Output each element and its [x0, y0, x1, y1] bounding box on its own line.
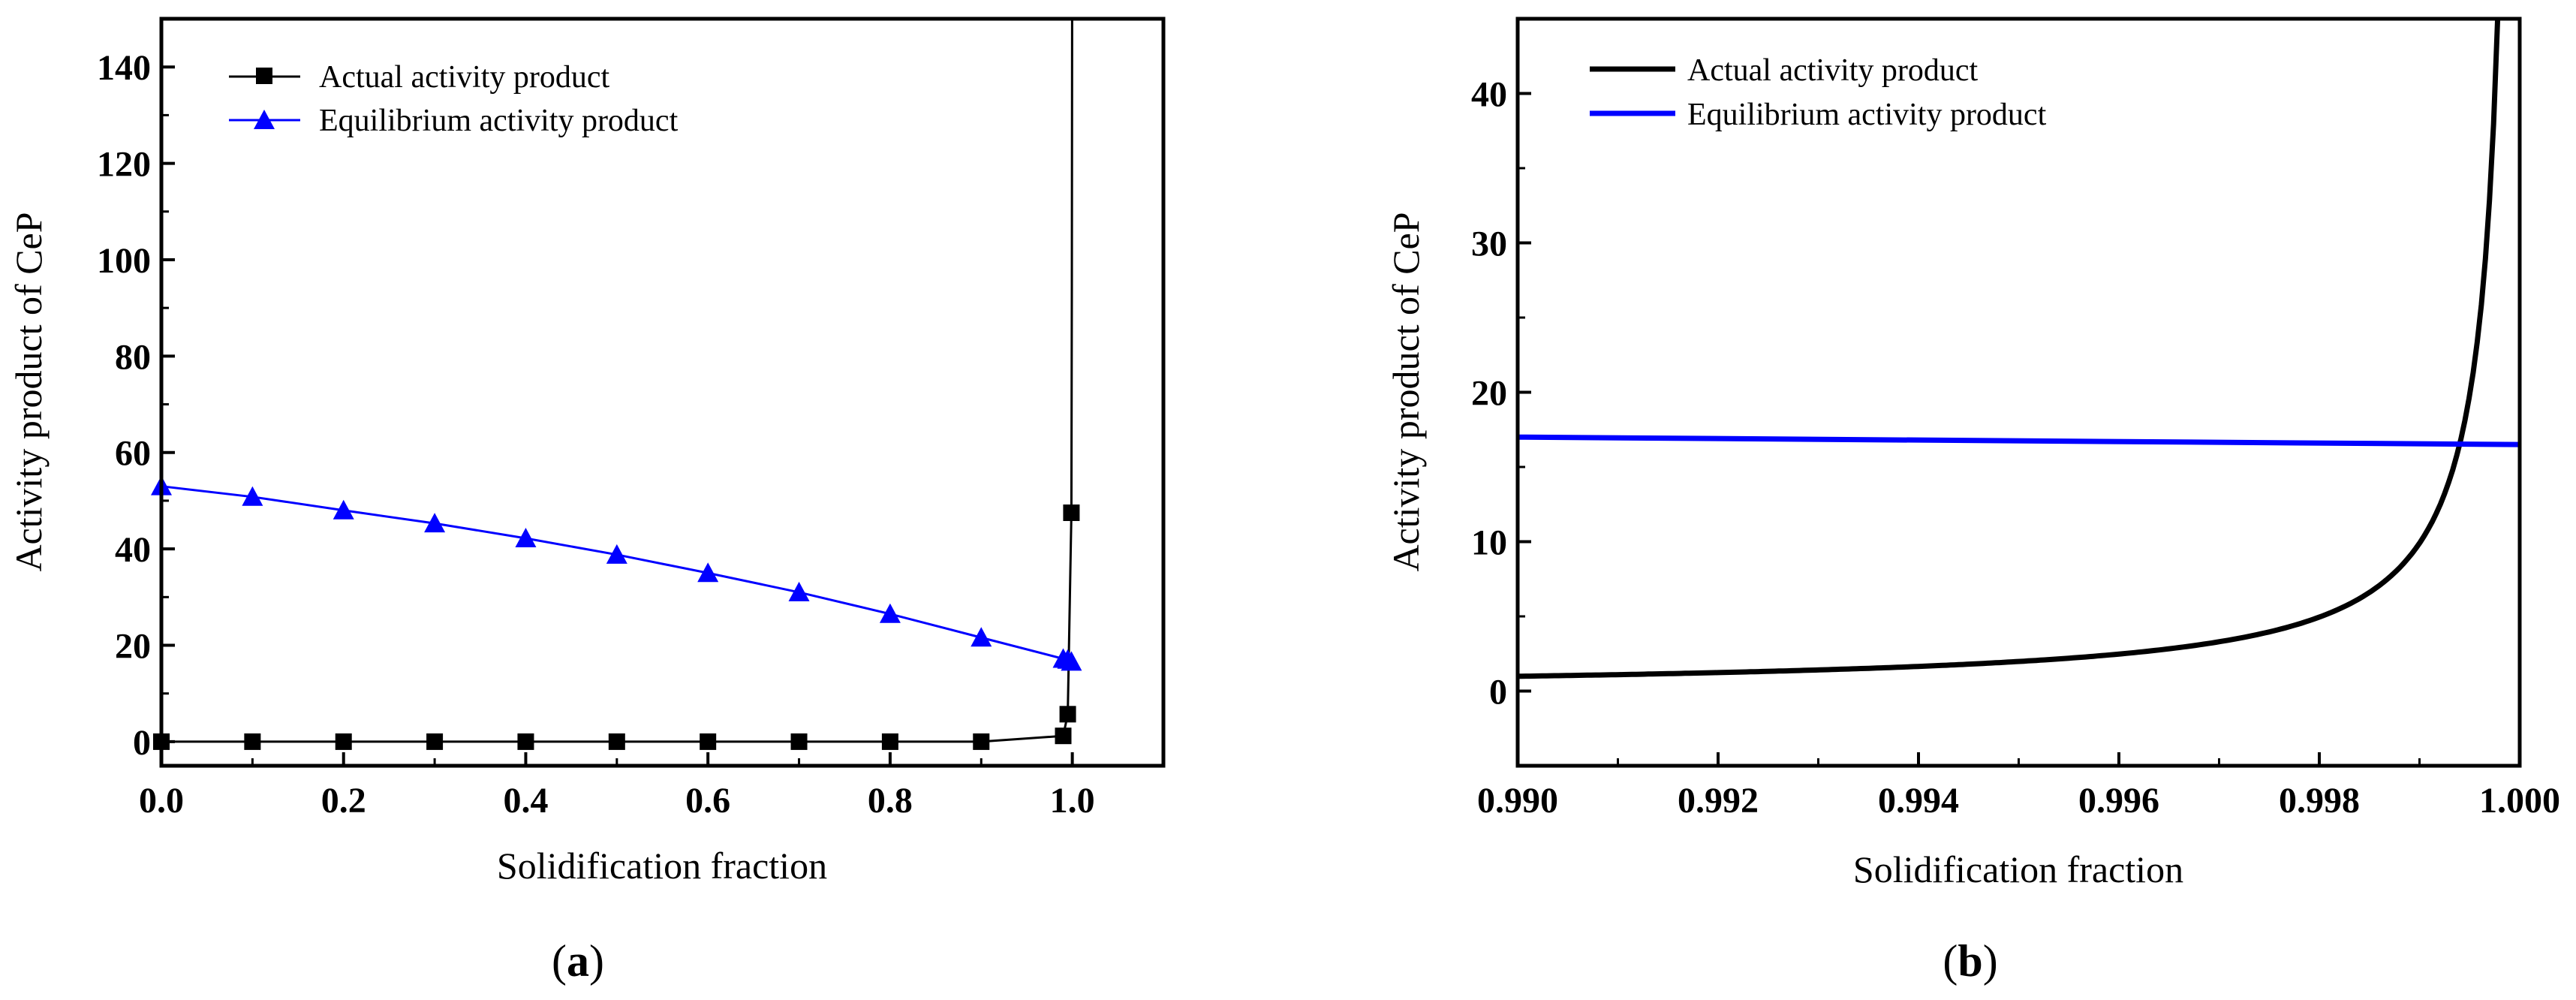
panel-a-equilibrium-point — [1061, 651, 1082, 671]
panel-a-equilibrium-point — [515, 528, 537, 548]
panel-a-equilibrium-series-line — [161, 485, 1073, 663]
panel-a-label-open: ( — [552, 936, 567, 986]
panel-a-x-tick-label: 0.0 — [139, 781, 184, 821]
panel-a-x-tick-label: 0.8 — [868, 781, 913, 821]
panel-a-y-tick-label: 140 — [97, 48, 151, 88]
panel-b-y-tick-label: 30 — [1471, 224, 1507, 264]
panel-a-equilibrium-point — [879, 603, 901, 623]
panel-b-label-letter: b — [1958, 936, 1982, 986]
panel-a-legend-equilibrium-marker — [254, 110, 275, 129]
panel-a-legend-actual-label: Actual activity product — [319, 60, 610, 95]
panel-b-y-tick-label: 0 — [1489, 673, 1507, 712]
panel-a-chart: 0.0 0.2 0.4 0.6 0.8 1.0 0 20 40 60 80 100 120 140 Sol… — [8, 17, 1166, 986]
panel-a-equilibrium-point — [971, 627, 992, 647]
panel-a-equilibrium-point — [333, 499, 354, 520]
panel-a-y-tick-label: 100 — [97, 241, 151, 281]
panel-b-chart: 0.990 0.992 0.994 0.996 0.998 1.000010203040 … — [1385, 17, 2560, 986]
panel-a-equilibrium-point — [788, 581, 810, 601]
panel-a-label: (a) — [552, 936, 604, 986]
panel-a-actual-point — [790, 733, 808, 750]
panel-b-x-tick-label: 0.996 — [2078, 781, 2159, 821]
panel-b-equilibrium-series-line — [1517, 434, 2520, 447]
panel-a-legend: Actual activity product Equilibrium acti… — [229, 60, 679, 138]
panel-a-x-axis-label: Solidification fraction — [497, 845, 827, 887]
panel-a-actual-point — [1055, 727, 1072, 745]
panel-b-x-tick-label: 0.994 — [1878, 781, 1959, 821]
panel-b-axis-ticks: 0.990 0.992 0.994 0.996 0.998 1.000 0 10 20 30 40 — [1471, 75, 2560, 821]
panel-a-actual-point — [881, 733, 898, 750]
panel-a-y-tick-label: 120 — [97, 145, 151, 185]
panel-b-legend-equilibrium-label: Equilibrium activity product — [1687, 98, 2047, 132]
panel-b-label-open: ( — [1943, 936, 1958, 986]
panel-b-y-axis-label: Activity product of CeP — [1385, 212, 1427, 571]
panel-b-x-tick-label: 0.992 — [1678, 781, 1759, 821]
panel-a-actual-point — [608, 733, 625, 750]
panel-a-label-close: ) — [589, 936, 604, 986]
panel-b-y-tick-label: 20 — [1471, 374, 1507, 414]
panel-a-y-tick-label: 20 — [115, 627, 151, 667]
panel-a-actual-point — [244, 733, 261, 750]
panel-a-plot-data — [151, 18, 1082, 750]
panel-a-x-tick-label: 0.6 — [685, 781, 730, 821]
panel-a-equilibrium-point — [697, 562, 719, 583]
panel-b-y-tick-label: 40 — [1471, 75, 1507, 115]
panel-a-axis-ticks: 0.0 0.2 0.4 0.6 0.8 1.0 0 20 40 60 80 100 120 140 — [97, 17, 1095, 821]
panel-b-legend-actual-label: Actual activity product — [1687, 53, 1979, 88]
panel-b-x-tick-label: 0.998 — [2279, 781, 2360, 821]
panel-a-y-tick-label: 0 — [133, 723, 151, 763]
panel-a-plot-frame — [159, 17, 1166, 768]
panel-a-equilibrium-point — [606, 544, 627, 564]
panel-b-legend: Actual activity product Equilibrium acti… — [1590, 53, 2047, 132]
panel-a-actual-point — [517, 733, 534, 750]
panel-a-actual-point — [1059, 706, 1076, 723]
panel-a-actual-point — [973, 733, 990, 750]
panel-a-x-tick-label: 0.4 — [503, 781, 548, 821]
panel-a-actual-point — [700, 733, 717, 750]
panel-a-legend-actual-marker — [256, 68, 272, 84]
panel-a-y-tick-label: 80 — [115, 337, 151, 377]
panel-a-actual-point — [426, 733, 444, 750]
panel-a-x-tick-label: 1.0 — [1050, 781, 1095, 821]
panel-a-y-tick-label: 40 — [115, 530, 151, 570]
panel-a-equilibrium-point — [424, 513, 446, 533]
panel-a-equilibrium-point — [242, 486, 263, 506]
panel-b-x-axis-label: Solidification fraction — [1853, 848, 2183, 890]
panel-a-legend-equilibrium-label: Equilibrium activity product — [319, 104, 679, 138]
panel-b-x-tick-label: 0.990 — [1477, 781, 1558, 821]
panel-a-actual-point — [1063, 504, 1080, 521]
panel-b-x-tick-label: 1.000 — [2479, 781, 2560, 821]
panel-a-actual-point — [335, 733, 352, 750]
panel-b-label-close: ) — [1983, 936, 1998, 986]
panel-b-y-tick-label: 10 — [1471, 523, 1507, 563]
panel-b-label: (b) — [1943, 936, 1997, 986]
panel-a-label-letter: a — [567, 936, 589, 986]
panel-a-y-tick-label: 60 — [115, 434, 151, 474]
panel-a-x-tick-label: 0.2 — [321, 781, 366, 821]
panel-b-actual-series-line — [1517, 18, 2501, 679]
panel-b-plot-data — [1517, 18, 2520, 679]
panel-a-y-axis-label: Activity product of CeP — [8, 212, 50, 571]
